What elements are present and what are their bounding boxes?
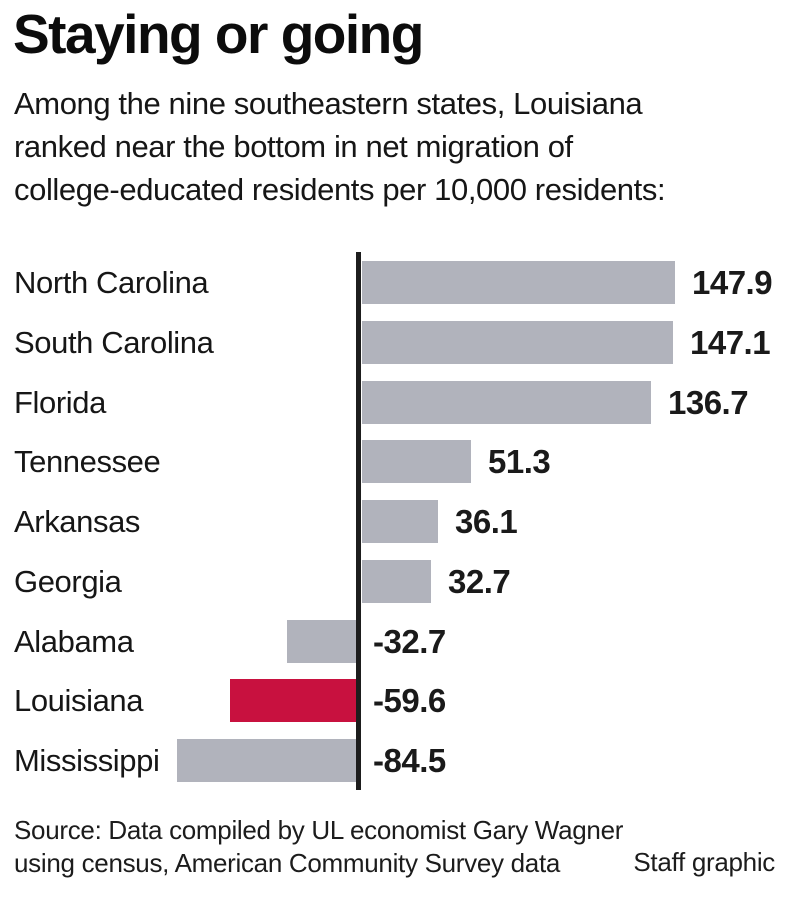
subtitle-line-1: Among the nine southeastern states, Loui… xyxy=(14,86,643,121)
credit-label: Staff graphic xyxy=(633,847,775,877)
bar-row-south-carolina: South Carolina 147.1 xyxy=(0,321,800,364)
state-label: Louisiana xyxy=(14,683,144,718)
zero-axis-line xyxy=(356,252,361,790)
state-label: Arkansas xyxy=(14,504,141,539)
bar xyxy=(177,739,356,782)
value-label: 147.9 xyxy=(692,264,773,301)
source-line-2: using census, American Community Survey … xyxy=(14,848,561,878)
bar xyxy=(362,560,431,603)
state-label: North Carolina xyxy=(14,265,209,300)
bar xyxy=(287,620,356,663)
bar-row-louisiana: Louisiana -59.6 xyxy=(0,679,800,722)
bar-row-tennessee: Tennessee 51.3 xyxy=(0,440,800,483)
bar-row-florida: Florida 136.7 xyxy=(0,381,800,424)
state-label: Georgia xyxy=(14,564,122,599)
state-label: Alabama xyxy=(14,624,134,659)
bar-row-mississippi: Mississippi -84.5 xyxy=(0,739,800,782)
chart-title: Staying or going xyxy=(13,3,424,65)
bar-row-alabama: Alabama -32.7 xyxy=(0,620,800,663)
source-note: Source: Data compiled by UL economist Ga… xyxy=(14,814,623,880)
bar-row-georgia: Georgia 32.7 xyxy=(0,560,800,603)
source-line-1: Source: Data compiled by UL economist Ga… xyxy=(14,815,624,845)
bar-highlighted xyxy=(230,679,356,722)
state-label: Florida xyxy=(14,385,106,420)
value-label: 36.1 xyxy=(455,503,518,540)
subtitle-line-2: ranked near the bottom in net migration … xyxy=(14,129,573,164)
bar xyxy=(362,261,675,304)
bar-row-north-carolina: North Carolina 147.9 xyxy=(0,261,800,304)
state-label: South Carolina xyxy=(14,325,214,360)
value-label: 51.3 xyxy=(488,443,551,480)
value-label: 136.7 xyxy=(668,384,749,421)
bar xyxy=(362,500,438,543)
value-label: 147.1 xyxy=(690,324,771,361)
bar-row-arkansas: Arkansas 36.1 xyxy=(0,500,800,543)
chart-subtitle: Among the nine southeastern states, Loui… xyxy=(14,82,666,211)
bar xyxy=(362,440,471,483)
state-label: Tennessee xyxy=(14,444,161,479)
state-label: Mississippi xyxy=(14,743,160,778)
value-label: -32.7 xyxy=(373,623,446,660)
bar xyxy=(362,321,673,364)
subtitle-line-3: college-educated residents per 10,000 re… xyxy=(14,172,666,207)
value-label: -59.6 xyxy=(373,682,446,719)
value-label: -84.5 xyxy=(373,742,446,779)
value-label: 32.7 xyxy=(448,563,511,600)
bar xyxy=(362,381,651,424)
